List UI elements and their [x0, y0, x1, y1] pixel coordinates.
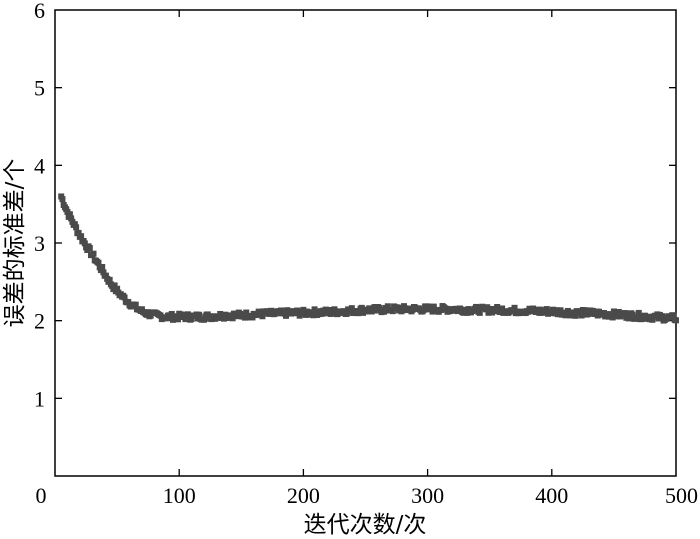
data-point-70	[145, 309, 152, 316]
data-point-457	[625, 315, 632, 322]
data-point-343	[484, 304, 491, 311]
data-point-493	[670, 312, 677, 319]
tick-labels: 0 100 200 300 400 500 1 2 3 4 5 6	[34, 0, 698, 508]
data-point-335	[474, 304, 481, 311]
data-point-102	[184, 311, 191, 318]
data-point-460	[629, 311, 636, 318]
data-point-444	[609, 314, 616, 321]
data-point-337	[476, 309, 483, 316]
data-point-484	[659, 313, 666, 320]
x-tick-label-200: 200	[287, 483, 320, 508]
data-point-45	[114, 285, 121, 292]
data-point-476	[649, 316, 656, 323]
x-tick-label-500: 500	[665, 483, 698, 508]
data-point-43	[111, 282, 118, 289]
data-point-33	[99, 264, 106, 271]
data-point-19	[81, 240, 88, 247]
data-point-12	[73, 224, 80, 231]
data-point-51	[121, 294, 128, 301]
data-point-11	[71, 221, 78, 228]
data-point-454	[622, 310, 629, 317]
data-point-355	[499, 305, 506, 312]
ticks-layer	[55, 10, 676, 476]
y-axis-title: 误差的标准差/个	[2, 159, 28, 328]
y-tick-label-4: 4	[34, 153, 45, 178]
data-point-274	[398, 308, 405, 315]
data-point-465	[635, 309, 642, 316]
data-point-181	[283, 312, 290, 319]
data-point-89	[168, 310, 175, 317]
data-point-111	[196, 311, 203, 318]
data-point-365	[511, 304, 518, 311]
x-tick-label-0: 0	[36, 483, 47, 508]
x-tick-label-400: 400	[535, 483, 568, 508]
data-point-30	[95, 259, 102, 266]
data-point-422	[582, 307, 589, 314]
data-point-162	[259, 313, 266, 320]
data-point-7	[66, 211, 73, 218]
y-tick-label-2: 2	[34, 309, 45, 334]
data-point-14	[75, 229, 82, 236]
data-point-495	[673, 317, 679, 324]
plot-area-border	[54, 9, 677, 477]
data-point-23	[86, 245, 93, 252]
x-axis-title: 迭代次数/次	[304, 512, 427, 538]
data-point-36	[102, 272, 109, 279]
data-point-115	[201, 316, 208, 323]
data-point-128	[217, 310, 224, 317]
data-point-60	[132, 301, 139, 308]
data-point-353	[496, 309, 503, 316]
data-point-54	[125, 299, 132, 306]
data-point-203	[310, 312, 317, 319]
y-tick-label-3: 3	[34, 231, 45, 256]
x-tick-label-100: 100	[163, 483, 196, 508]
data-point-263	[384, 303, 391, 310]
data-point-419	[578, 312, 585, 319]
data-point-300	[430, 303, 437, 310]
data-point-100	[182, 316, 189, 323]
plot-frame	[54, 9, 677, 477]
y-tick-label-6: 6	[34, 0, 45, 23]
data-point-105	[188, 315, 195, 322]
data-point-328	[465, 306, 472, 313]
data-point-34	[100, 269, 107, 276]
data-point-8	[68, 215, 75, 222]
data-point-240	[356, 309, 363, 316]
data-point-16	[78, 233, 85, 240]
x-tick-label-300: 300	[411, 483, 444, 508]
y-tick-label-5: 5	[34, 76, 45, 101]
data-point-26	[90, 250, 97, 257]
data-points	[58, 193, 679, 324]
y-tick-label-1: 1	[34, 386, 45, 411]
data-point-149	[243, 309, 250, 316]
data-point-39	[106, 276, 113, 283]
data-point-1	[59, 196, 66, 203]
